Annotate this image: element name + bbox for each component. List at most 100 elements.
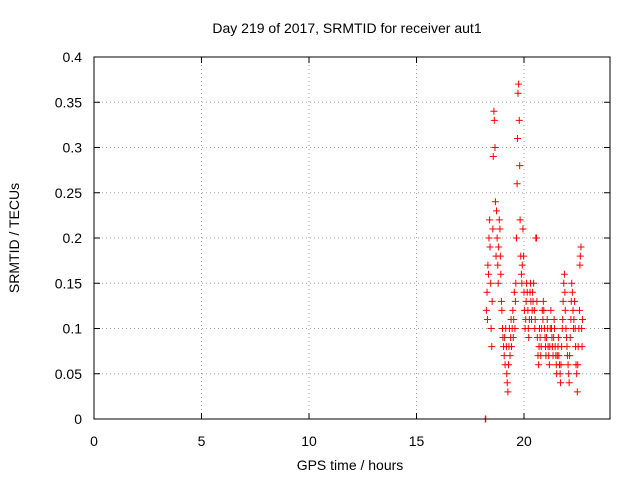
data-point <box>494 279 502 287</box>
data-point <box>551 325 559 332</box>
data-point <box>576 252 584 260</box>
data-points <box>481 80 586 423</box>
data-point <box>485 234 493 242</box>
data-point <box>560 270 568 278</box>
data-point <box>573 370 581 378</box>
data-point <box>566 352 574 360</box>
data-point <box>509 334 517 342</box>
data-point <box>533 297 541 305</box>
data-point <box>483 315 491 323</box>
data-point <box>490 116 498 124</box>
data-point <box>489 153 497 161</box>
x-tick-label: 10 <box>301 433 317 449</box>
x-axis-label: GPS time / hours <box>297 457 404 473</box>
data-point <box>492 207 500 215</box>
data-point <box>515 116 523 124</box>
data-point <box>525 334 533 342</box>
data-point <box>578 343 586 351</box>
data-point <box>540 306 548 314</box>
data-point <box>571 297 579 305</box>
data-point <box>547 306 555 314</box>
data-point <box>497 270 505 278</box>
data-point <box>514 134 522 142</box>
data-point <box>559 297 567 305</box>
data-point <box>568 288 576 296</box>
y-axis-label: SRMTID / TECUs <box>6 183 22 293</box>
data-point <box>575 306 583 314</box>
data-point <box>561 288 569 296</box>
data-point <box>532 234 540 242</box>
data-point <box>514 89 522 97</box>
data-point <box>497 297 505 305</box>
data-point <box>487 279 495 287</box>
data-point <box>524 325 532 332</box>
data-point <box>535 361 543 369</box>
data-point <box>483 288 491 296</box>
data-point <box>550 315 558 323</box>
data-point <box>578 325 586 332</box>
data-point <box>570 315 578 323</box>
data-point <box>495 243 503 251</box>
y-tick-label: 0 <box>74 411 82 427</box>
data-point <box>531 315 539 323</box>
data-point <box>487 325 495 332</box>
y-tick-label: 0.05 <box>55 366 82 382</box>
data-point <box>519 225 527 233</box>
data-point <box>513 180 521 188</box>
axis-ticks: 0 0.05 0.1 0.15 0.2 0.25 0.3 0.35 0.4 0 5 10 15 20 <box>55 49 610 449</box>
data-point <box>482 306 490 314</box>
data-point <box>564 361 572 369</box>
data-point <box>520 252 528 260</box>
y-tick-label: 0.25 <box>55 185 82 201</box>
data-point <box>511 297 519 305</box>
data-point <box>503 370 511 378</box>
data-point <box>503 379 511 387</box>
data-point <box>529 288 537 296</box>
data-point <box>493 234 501 242</box>
data-point <box>484 261 492 269</box>
data-point <box>568 279 576 287</box>
data-point <box>554 334 562 342</box>
data-point <box>518 261 526 269</box>
data-point <box>516 162 524 170</box>
x-tick-label: 20 <box>516 433 532 449</box>
data-point <box>515 80 523 88</box>
data-point <box>560 279 568 287</box>
data-point <box>490 107 498 115</box>
data-point <box>512 279 520 287</box>
data-point <box>562 325 570 332</box>
data-point <box>511 325 519 332</box>
data-point <box>530 279 538 287</box>
x-tick-label: 5 <box>198 433 206 449</box>
data-point <box>557 379 565 387</box>
x-tick-label: 15 <box>409 433 425 449</box>
data-point <box>574 361 582 369</box>
data-point <box>545 361 553 369</box>
data-point <box>496 252 504 260</box>
x-tick-label: 0 <box>90 433 98 449</box>
y-tick-label: 0.2 <box>63 230 83 246</box>
data-point <box>565 370 573 378</box>
data-point <box>517 270 525 278</box>
data-point <box>496 225 504 233</box>
data-point <box>485 270 493 278</box>
y-tick-label: 0.35 <box>55 94 82 110</box>
data-point <box>539 297 547 305</box>
data-point <box>491 144 499 151</box>
data-point <box>504 388 512 396</box>
data-point <box>566 334 574 342</box>
data-point <box>489 225 497 233</box>
data-point <box>530 306 538 314</box>
data-point <box>495 216 503 224</box>
y-tick-label: 0.1 <box>63 321 83 337</box>
data-point <box>486 216 494 224</box>
data-point <box>555 352 563 360</box>
data-point <box>488 297 496 305</box>
data-point <box>488 343 496 351</box>
data-point <box>510 315 518 323</box>
chart-title: Day 219 of 2017, SRMTID for receiver aut… <box>212 20 481 36</box>
data-point <box>508 343 516 351</box>
data-point <box>505 361 513 369</box>
data-point <box>569 306 577 314</box>
data-point <box>543 315 551 323</box>
